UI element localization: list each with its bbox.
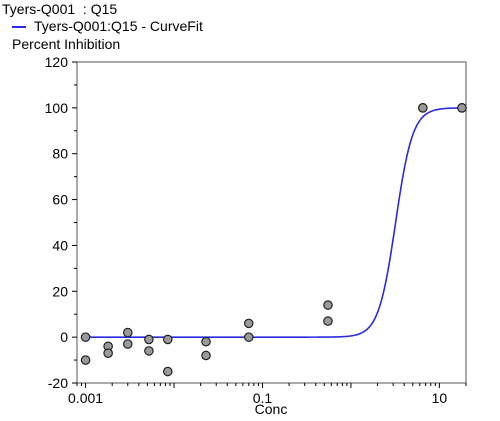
data-point [201, 336, 211, 347]
x-axis-label: Conc [255, 401, 288, 417]
legend-label: Tyers-Q001:Q15 - CurveFit [34, 18, 203, 34]
data-point [243, 332, 254, 342]
x-tick-label: 10 [432, 390, 448, 406]
y-tick-label: 20 [52, 283, 68, 299]
data-point [122, 339, 133, 349]
data-point [80, 355, 91, 365]
y-tick-label: 120 [45, 54, 69, 70]
y-tick-label: 60 [52, 192, 68, 208]
data-point [144, 346, 154, 356]
data-point [162, 366, 173, 377]
data-point [103, 348, 113, 358]
legend: Tyers-Q001:Q15 - CurveFit [12, 18, 203, 34]
data-point [144, 334, 154, 345]
data-point [201, 350, 211, 361]
plot-frame [76, 61, 467, 384]
y-tick-label: 0 [60, 329, 68, 345]
data-point [323, 316, 333, 326]
chart-title: Tyers-Q001 : Q15 [2, 1, 118, 17]
x-tick-label: 0.1 [253, 390, 273, 406]
data-point [80, 332, 91, 342]
y-axis-label: Percent Inhibition [12, 36, 121, 52]
y-tick-label: 80 [52, 146, 68, 162]
y-tick-label: 100 [45, 100, 69, 116]
data-point [457, 103, 467, 113]
y-tick-label: -20 [48, 375, 68, 391]
legend-line-swatch [12, 25, 26, 28]
data-point [162, 334, 173, 345]
x-tick-label: 0.001 [68, 390, 103, 406]
fit-curve [85, 107, 462, 338]
data-point [243, 318, 254, 329]
data-point [122, 327, 133, 338]
y-tick-label: 40 [52, 237, 68, 253]
data-point [323, 300, 333, 310]
data-point [418, 103, 428, 113]
